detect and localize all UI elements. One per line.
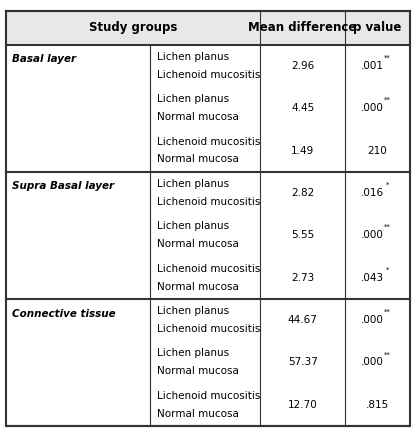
Text: 44.67: 44.67	[288, 315, 317, 325]
Text: Lichen planus: Lichen planus	[157, 221, 229, 231]
Text: **: **	[384, 224, 391, 230]
Text: 2.73: 2.73	[291, 273, 314, 283]
Text: Normal mucosa: Normal mucosa	[157, 112, 239, 122]
Text: .000: .000	[361, 357, 384, 368]
Text: .815: .815	[366, 400, 389, 410]
Text: **: **	[384, 309, 391, 315]
Text: Mean difference: Mean difference	[248, 21, 357, 34]
Text: Lichenoid mucositis: Lichenoid mucositis	[157, 70, 260, 80]
Text: .000: .000	[361, 103, 384, 113]
Text: Supra Basal layer: Supra Basal layer	[12, 182, 114, 191]
Text: 57.37: 57.37	[288, 357, 317, 368]
Text: Lichenoid mucositis: Lichenoid mucositis	[157, 197, 260, 207]
Text: Lichenoid mucositis: Lichenoid mucositis	[157, 324, 260, 334]
Text: Basal layer: Basal layer	[12, 54, 77, 64]
Text: Lichen planus: Lichen planus	[157, 306, 229, 316]
Text: Lichen planus: Lichen planus	[157, 52, 229, 62]
Text: .000: .000	[361, 315, 384, 325]
Text: Normal mucosa: Normal mucosa	[157, 281, 239, 292]
Text: Connective tissue: Connective tissue	[12, 309, 116, 318]
Text: *: *	[386, 267, 389, 273]
Text: 210: 210	[368, 145, 387, 156]
Text: 2.82: 2.82	[291, 188, 314, 198]
Text: .016: .016	[361, 188, 384, 198]
Text: .043: .043	[361, 273, 384, 283]
Text: *: *	[386, 182, 389, 188]
Text: Study groups: Study groups	[89, 21, 177, 34]
Text: Lichenoid mucositis: Lichenoid mucositis	[157, 264, 260, 274]
Text: 4.45: 4.45	[291, 103, 314, 113]
Bar	[6, 11, 410, 45]
Text: Lichen planus: Lichen planus	[157, 94, 229, 104]
Text: .001: .001	[361, 61, 384, 71]
Text: .000: .000	[361, 230, 384, 240]
Text: Normal mucosa: Normal mucosa	[157, 154, 239, 165]
Text: Lichen planus: Lichen planus	[157, 348, 229, 359]
Text: Lichenoid mucositis: Lichenoid mucositis	[157, 391, 260, 401]
Text: 12.70: 12.70	[288, 400, 317, 410]
Text: 5.55: 5.55	[291, 230, 314, 240]
Text: p value: p value	[353, 21, 402, 34]
Text: Normal mucosa: Normal mucosa	[157, 239, 239, 249]
Text: Lichen planus: Lichen planus	[157, 179, 229, 189]
Text: **: **	[384, 97, 391, 103]
Text: Normal mucosa: Normal mucosa	[157, 409, 239, 419]
Text: Lichenoid mucositis: Lichenoid mucositis	[157, 136, 260, 147]
Text: **: **	[384, 351, 391, 357]
Text: Normal mucosa: Normal mucosa	[157, 366, 239, 376]
Text: **: **	[384, 55, 391, 61]
Text: 1.49: 1.49	[291, 145, 314, 156]
Text: 2.96: 2.96	[291, 61, 314, 71]
